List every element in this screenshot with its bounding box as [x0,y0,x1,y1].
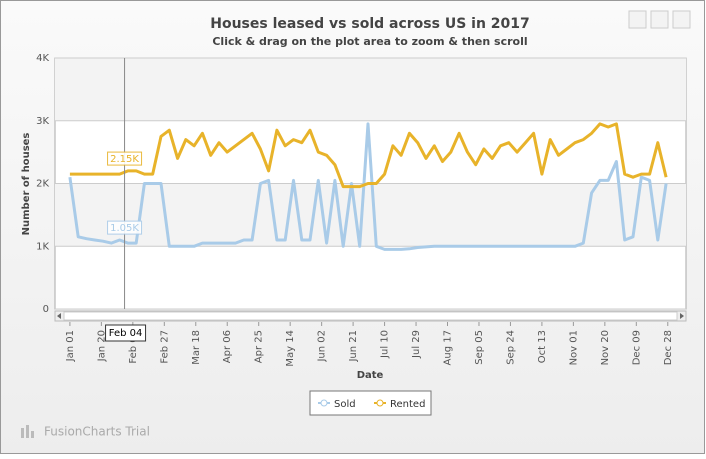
y-axis-title: Number of houses [21,133,32,236]
x-tick-label: Jan 01 [65,330,76,362]
watermark: FusionCharts Trial [44,425,150,439]
crosshair-value-box [107,151,143,166]
series-line [69,122,668,189]
x-tick-label: Nov 20 [600,330,611,365]
x-tick-label: Mar 18 [191,330,202,365]
y-tick-label: 0 [43,304,49,315]
y-tick-label: 2K [36,179,49,190]
x-tick-label: Apr 25 [254,330,265,363]
x-tick-label: Oct 13 [537,330,548,363]
x-tick-label: Sep 05 [474,330,485,365]
chart-title: Houses leased vs sold across US in 2017 [210,16,530,32]
crosshair-x-box [105,324,147,342]
series-line [68,122,668,251]
x-tick-label: Jun 02 [317,330,328,363]
grid-band [55,183,686,247]
crosshair-value-label: 1.05K [110,223,139,234]
x-tick-label: Jun 21 [348,330,359,363]
x-tick-label: Sep 24 [505,330,516,365]
y-tick-label: 3K [36,116,49,127]
plot-area [54,57,687,310]
x-axis-title: Date [357,370,384,381]
legend-marker [320,399,328,407]
grid-band [55,58,686,121]
x-tick-label: Jul 10 [380,330,391,359]
x-tick-label: May 14 [285,330,296,367]
crosshair-x-label: Feb 04 [109,328,143,339]
x-tick-label: Feb 27 [159,330,170,364]
toolbar [628,10,691,29]
zoom-button[interactable] [628,10,647,29]
chart-subtitle: Click & drag on the plot area to zoom & … [212,35,527,48]
x-tick-label: Dec 28 [663,330,674,365]
x-tick-label: Jul 29 [411,330,422,359]
x-tick-label: Apr 06 [222,330,233,363]
x-tick-label: Aug 17 [443,330,454,365]
scrollbar[interactable] [54,310,687,322]
reset-button[interactable] [650,10,669,29]
x-tick-label: Feb 08 [128,330,139,364]
x-tick-label: Nov 01 [568,330,579,365]
y-tick-label: 4K [36,53,49,64]
crosshair-value-box [107,220,143,235]
x-tick-label: Jan 20 [96,330,107,362]
crosshair-value-label: 2.15K [110,154,139,165]
legend-label[interactable]: Rented [390,399,425,410]
x-tick-label: Dec 09 [631,330,642,365]
watermark-logo [21,425,34,438]
legend-label[interactable]: Sold [334,399,356,410]
legend-marker [376,399,384,407]
pin-button[interactable] [672,10,691,29]
y-tick-label: 1K [36,241,49,252]
legend-box [309,390,432,416]
